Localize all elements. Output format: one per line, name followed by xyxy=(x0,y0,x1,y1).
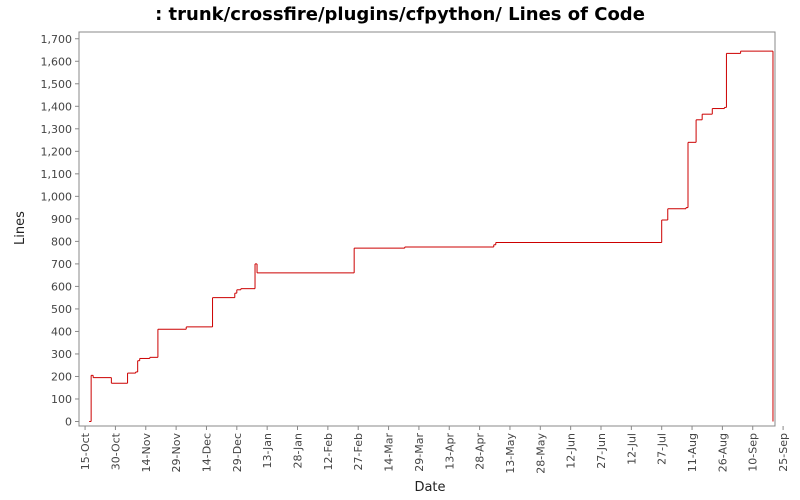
chart-title: : trunk/crossfire/plugins/cfpython/ Line… xyxy=(155,4,645,25)
y-tick-label: 1,100 xyxy=(41,168,73,181)
x-tick-label: 13-Jan xyxy=(261,433,274,469)
x-tick-label: 11-Aug xyxy=(686,433,699,472)
x-tick-label: 12-Feb xyxy=(322,433,335,470)
x-tick-label: 29-Dec xyxy=(231,433,244,472)
y-tick-label: 300 xyxy=(51,348,72,361)
x-tick-label: 14-Nov xyxy=(140,433,153,473)
x-tick-label: 30-Oct xyxy=(109,432,122,470)
x-tick-label: 27-Feb xyxy=(352,433,365,470)
y-tick-label: 1,000 xyxy=(41,190,73,203)
plot-area xyxy=(78,31,776,427)
x-tick-label: 10-Sep xyxy=(747,433,760,472)
y-tick-label: 800 xyxy=(51,235,72,248)
y-tick-label: 1,600 xyxy=(41,55,73,68)
y-tick-label: 400 xyxy=(51,325,72,338)
y-tick-label: 200 xyxy=(51,370,72,383)
x-tick-label: 28-Jan xyxy=(292,433,305,469)
x-tick-label: 25-Sep xyxy=(777,433,790,472)
x-tick-label: 12-Jun xyxy=(565,433,578,469)
x-tick-label: 26-Aug xyxy=(716,433,729,472)
y-tick-label: 900 xyxy=(51,213,72,226)
x-tick-label: 28-May xyxy=(534,433,547,474)
y-tick-label: 1,400 xyxy=(41,100,73,113)
x-axis-title: Date xyxy=(414,480,445,495)
y-tick-label: 500 xyxy=(51,303,72,316)
x-tick-label: 12-Jul xyxy=(625,433,638,465)
y-tick-label: 1,300 xyxy=(41,123,73,136)
y-tick-label: 1,200 xyxy=(41,145,73,158)
y-tick-label: 700 xyxy=(51,258,72,271)
x-tick-label: 27-Jun xyxy=(595,433,608,469)
x-tick-label: 14-Mar xyxy=(383,433,396,472)
y-tick-label: 100 xyxy=(51,393,72,406)
y-tick-label: 1,500 xyxy=(41,78,73,91)
x-tick-label: 29-Nov xyxy=(170,433,183,473)
x-tick-label: 14-Dec xyxy=(200,433,213,472)
x-tick-label: 28-Apr xyxy=(474,433,487,470)
x-tick-label: 27-Jul xyxy=(656,433,669,465)
x-tick-label: 15-Oct xyxy=(79,432,92,470)
x-tick-label: 13-May xyxy=(504,433,517,474)
y-axis-title: Lines xyxy=(13,211,28,245)
y-tick-label: 1,700 xyxy=(41,33,73,46)
y-tick-label: 0 xyxy=(65,415,72,428)
y-tick-label: 600 xyxy=(51,280,72,293)
x-tick-label: 13-Apr xyxy=(443,433,456,470)
x-tick-label: 29-Mar xyxy=(413,433,426,472)
